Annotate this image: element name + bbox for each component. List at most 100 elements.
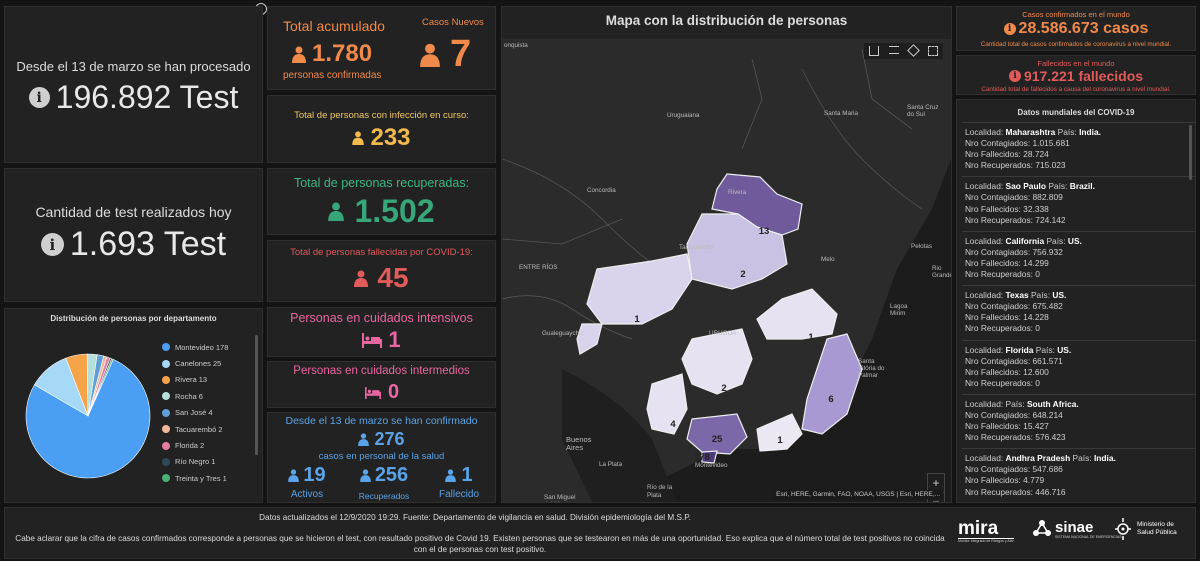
world-list-item: Localidad: Maharashtra País: India. Nro C… <box>962 122 1196 176</box>
map-view[interactable]: Uruguaiana Santa Maria Melo Gualeguaychú… <box>502 39 951 502</box>
world-item-recuperados: Nro Recuperados: 724.142 <box>965 214 1066 225</box>
legend-label: Montevideo 178 <box>175 342 229 352</box>
legend-label: Rocha 6 <box>175 391 203 401</box>
legend-swatch <box>162 474 170 483</box>
department-paysandu[interactable] <box>586 253 693 325</box>
cuidados-intensivos-title: Personas en cuidados intensivos <box>290 311 473 325</box>
legend-item[interactable]: Canelones 25 <box>162 355 252 371</box>
total-acumulado-sub: personas confirmadas <box>283 70 382 81</box>
region-count-label: 6 <box>828 394 833 405</box>
map-place-label: URUGUA <box>709 330 737 337</box>
activos-label: Activos <box>290 489 324 500</box>
map-place-labels: Uruguaiana Santa Maria Melo Gualeguaychú… <box>519 110 858 469</box>
map-place-label: Melo <box>821 256 835 263</box>
map-place-label: Gualeguaychú <box>542 330 583 337</box>
legend-item[interactable]: San José 4 <box>162 405 252 421</box>
world-item-location: Localidad: País: South Africa. <box>965 398 1079 409</box>
recuperadas-row: 1.502 <box>268 193 495 230</box>
tests-total-row: i 196.892 Test <box>5 79 262 116</box>
infeccion-curso-row: 233 <box>268 124 495 152</box>
list-icon[interactable] <box>889 46 899 54</box>
world-item-fallecidos: Nro Fallecidos: 12.600 <box>965 366 1049 377</box>
layers-icon[interactable] <box>907 44 920 57</box>
world-confirmed-sub: Cantidad total de casos confirmados de c… <box>980 41 1172 48</box>
department-montevideo[interactable] <box>701 450 718 464</box>
map-place-label: Santa Cruz do Sul <box>907 104 939 118</box>
zoom-in-button[interactable]: + <box>932 476 940 490</box>
map-title: Mapa con la distribución de personas <box>605 13 848 28</box>
legend-scrollbar[interactable] <box>255 335 258 455</box>
department-treintaytres[interactable] <box>756 288 838 340</box>
legend-item[interactable]: Rocha 6 <box>162 388 252 404</box>
info-icon: i <box>28 87 50 108</box>
world-list-scrollbar[interactable] <box>1189 125 1192 180</box>
map-place-label: Tacuarembó <box>679 244 714 251</box>
map-place-label: ENTRE RÍOS <box>519 262 558 271</box>
legend-item[interactable]: Treinta y Tres 1 <box>162 470 252 486</box>
world-item-location: Localidad: Florida País: US. <box>965 344 1072 355</box>
legend-swatch <box>162 408 170 417</box>
world-list-item: Localidad: Sao Paulo País: Brazil. Nro Co… <box>962 176 1196 230</box>
info-icon: i <box>1003 23 1016 35</box>
world-list[interactable]: Localidad: Maharashtra País: India. Nro C… <box>962 122 1196 502</box>
department-canelones[interactable] <box>686 413 748 455</box>
region-count-label: 1 <box>808 332 814 343</box>
ocean-area <box>642 159 951 502</box>
world-confirmed-panel: Casos confirmados en el mundo i 28.586.6… <box>956 6 1196 51</box>
pie-slice-montevideo[interactable] <box>25 358 151 479</box>
map-place-label: Buenos Aires <box>566 435 592 452</box>
tests-today-label: Cantidad de test realizados hoy <box>35 204 232 220</box>
map-place-label: Uruguaiana <box>667 112 700 119</box>
cuidados-intensivos-value: 1 <box>388 327 401 352</box>
fallecido-row: 1 <box>431 464 487 487</box>
map-place-label: Rio Grande <box>932 265 951 279</box>
world-item-fallecidos: Nro Fallecidos: 28.724 <box>965 149 1049 160</box>
legend-swatch <box>162 441 170 450</box>
tests-today-row: i 1.693 Test <box>5 225 262 264</box>
legend-item[interactable]: Tacuarembó 2 <box>162 421 252 437</box>
map-place-label: Rivera <box>728 189 747 196</box>
recuperadas-panel: Total de personas recuperadas: 1.502 <box>267 168 496 235</box>
department-maldonado[interactable] <box>756 413 803 452</box>
tests-today-panel: Cantidad de test realizados hoy i 1.693 … <box>4 168 263 302</box>
mira-logo-text: mira <box>958 519 1014 539</box>
home-icon[interactable] <box>869 46 879 56</box>
activos-value: 19 <box>303 464 326 486</box>
world-list-title: Datos mundiales del COVID-19 <box>1017 108 1135 117</box>
world-item-recuperados: Nro Recuperados: 446.716 <box>965 486 1066 497</box>
department-tacuarembo[interactable] <box>686 213 788 290</box>
department-florida[interactable] <box>681 328 753 395</box>
map-place-label: Montevideo <box>695 462 728 469</box>
region-count-label: 13 <box>759 226 770 237</box>
department-rocha[interactable] <box>801 333 863 435</box>
legend-item[interactable]: Florida 2 <box>162 437 252 453</box>
mira-logo: mira Monitor Integrado de Riesgos y Aler… <box>958 519 1014 543</box>
world-confirmed-label: Casos confirmados en el mundo <box>1022 10 1130 19</box>
legend-item[interactable]: Montevideo 178 <box>162 339 252 355</box>
department-sanjose[interactable] <box>646 373 688 435</box>
world-deaths-panel: Fallecidos en el mundo i 917.221 falleci… <box>956 55 1196 95</box>
cuidados-intermedios-row: 0 <box>268 381 495 404</box>
legend-item[interactable]: Río Negro 1 <box>162 454 252 470</box>
pie-slice-treinta-y-tres[interactable] <box>87 358 114 417</box>
legend-item[interactable]: Rivera 13 <box>162 372 252 388</box>
sinae-emblem-icon <box>1033 520 1051 536</box>
map-canvas[interactable]: Uruguaiana Santa Maria Melo Gualeguaychú… <box>502 39 951 502</box>
region-count-label: 4 <box>670 419 676 430</box>
department-legend: Montevideo 178 Canelones 25 Rivera 13 Rocha… <box>162 339 252 487</box>
map-panel: Mapa con la distribución de personas <box>501 6 952 503</box>
fallecido-label: Fallecido <box>438 489 480 500</box>
map-place-label: Concordia <box>587 187 616 194</box>
cuidados-intensivos-panel: Personas en cuidados intensivos 1 <box>267 307 496 357</box>
fallecidas-panel: Total de personas fallecidas por COVID-1… <box>267 240 496 302</box>
legend-label: Canelones 25 <box>175 359 222 369</box>
world-item-contagiados: Nro Contagiados: 882.809 <box>965 192 1063 203</box>
river-plate <box>562 369 677 502</box>
grid-icon[interactable] <box>928 46 938 56</box>
legend-swatch <box>162 343 170 352</box>
map-place-label: Santa Maria <box>824 110 858 117</box>
map-attribution: Esri, HERE, Garmin, FAO, NOAA, USGS | Es… <box>773 490 943 499</box>
world-item-contagiados: Nro Contagiados: 756.932 <box>965 246 1063 257</box>
recuperados-row: 256 <box>352 464 416 487</box>
region-count-label: 1 <box>777 435 783 446</box>
